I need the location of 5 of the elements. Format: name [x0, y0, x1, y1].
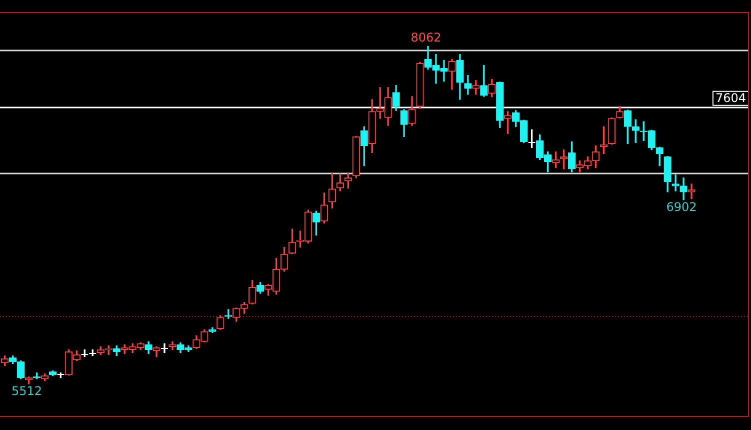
- candlestick: [160, 343, 168, 354]
- annotation: 5512: [11, 384, 42, 398]
- annotation: 8062: [410, 30, 442, 44]
- ref-line-label: 7604: [715, 90, 746, 105]
- annotation: 6902: [666, 200, 697, 214]
